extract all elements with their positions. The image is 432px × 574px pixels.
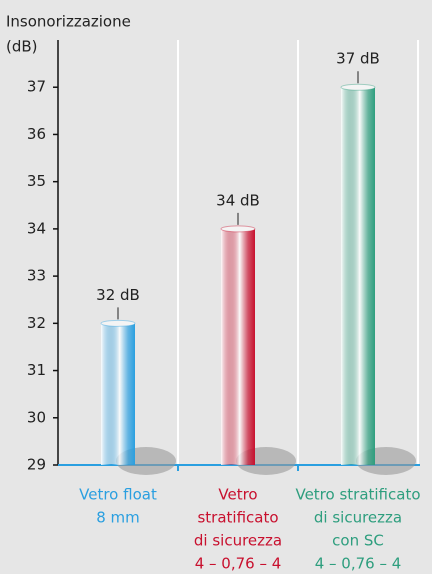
- y-tick-label: 31: [27, 361, 46, 379]
- y-tick-label: 36: [27, 125, 46, 143]
- x-tick-label: Vetro float: [79, 486, 157, 504]
- y-axis-label: (dB): [6, 38, 38, 56]
- value-label: 32 dB: [96, 286, 140, 304]
- x-tick-label: Vetro stratificato: [295, 486, 420, 504]
- chart: Insonorizzazione (dB) 29 30 31 32 33 34 35 36 37…: [0, 0, 432, 574]
- y-tick-label: 33: [27, 267, 46, 285]
- chart-title: Insonorizzazione: [6, 13, 131, 31]
- x-tick-label: 4 – 0,76 – 4: [315, 555, 402, 573]
- x-tick-label: di sicurezza: [314, 509, 402, 527]
- y-tick-label: 32: [27, 314, 46, 332]
- bar: [101, 323, 135, 465]
- x-tick-label: 4 – 0,76 – 4: [195, 555, 282, 573]
- x-tick-label: 8 mm: [96, 509, 140, 527]
- y-tick-label: 34: [27, 219, 46, 237]
- x-tick-label: di sicurezza: [194, 532, 282, 550]
- x-tick-label: con SC: [332, 532, 384, 550]
- x-tick-label: stratificato: [197, 509, 278, 527]
- x-tick-label: Vetro: [218, 486, 257, 504]
- bar-top: [101, 320, 135, 326]
- value-label: 37 dB: [336, 50, 380, 68]
- y-tick-label: 35: [27, 172, 46, 190]
- y-tick-label: 37: [27, 78, 46, 96]
- value-label: 34 dB: [216, 191, 260, 209]
- y-tick-label: 30: [27, 408, 46, 426]
- bar-top: [221, 226, 255, 232]
- bar: [221, 229, 255, 465]
- bar: [341, 87, 375, 465]
- y-tick-label: 29: [27, 456, 46, 474]
- bar-top: [341, 84, 375, 90]
